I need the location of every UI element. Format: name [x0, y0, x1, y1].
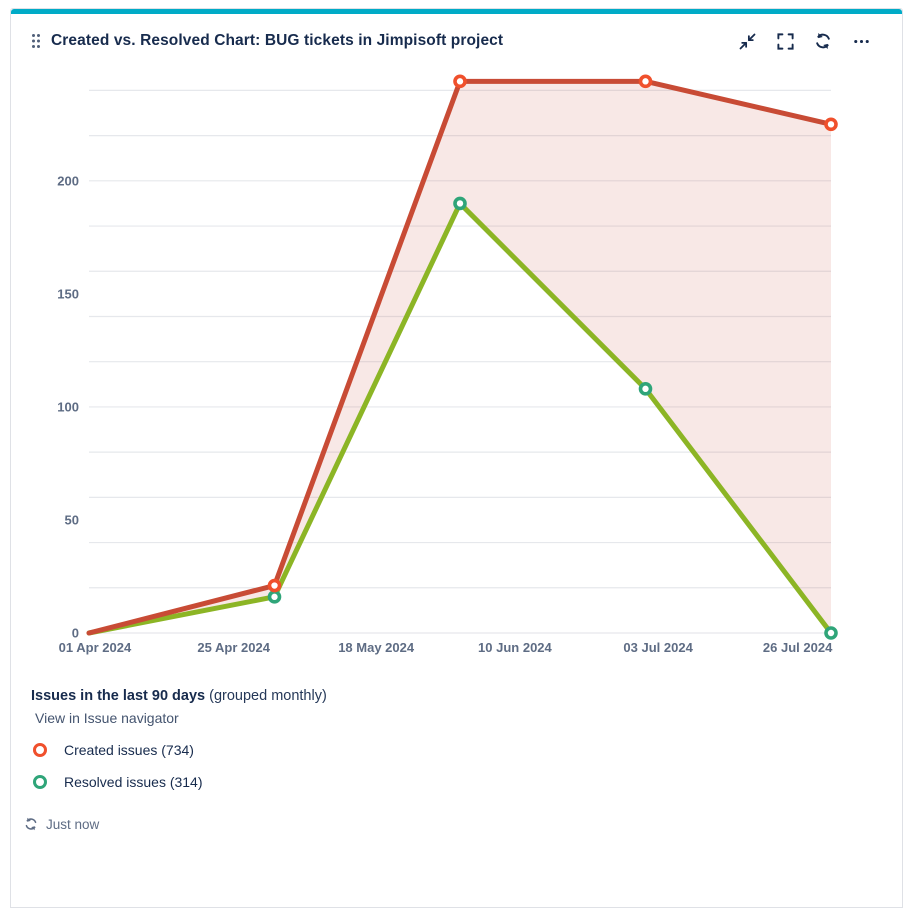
- y-axis-tick-label: 0: [72, 626, 79, 641]
- x-axis-tick-label: 25 Apr 2024: [197, 640, 270, 655]
- y-axis-tick-label: 100: [57, 399, 79, 414]
- x-axis-tick-label: 18 May 2024: [338, 640, 415, 655]
- summary-heading-bold: Issues in the last 90 days: [31, 688, 206, 704]
- view-in-issue-navigator-link[interactable]: View in Issue navigator: [35, 710, 179, 726]
- chart-summary: Issues in the last 90 days (grouped mont…: [11, 674, 902, 832]
- created-vs-resolved-gadget: Created vs. Resolved Chart: BUG tickets …: [10, 8, 903, 908]
- created-resolved-fill-area: [89, 81, 831, 633]
- fullscreen-icon[interactable]: [776, 32, 794, 50]
- data-point-marker[interactable]: [267, 578, 282, 593]
- data-point-marker[interactable]: [824, 117, 838, 132]
- data-point-marker[interactable]: [638, 382, 653, 396]
- legend-label-resolved: Resolved issues (314): [64, 774, 203, 790]
- legend-label-created: Created issues (734): [64, 742, 194, 758]
- resolved-series-marker-icon: [33, 775, 47, 789]
- refresh-icon[interactable]: [814, 32, 832, 50]
- summary-heading-suffix: (grouped monthly): [209, 688, 327, 704]
- summary-heading: Issues in the last 90 days (grouped mont…: [31, 688, 882, 704]
- created-series-marker-icon: [33, 743, 47, 757]
- data-point-marker[interactable]: [453, 196, 467, 211]
- data-point-marker[interactable]: [824, 626, 838, 640]
- x-axis-tick-label: 03 Jul 2024: [623, 640, 693, 655]
- created-vs-resolved-chart[interactable]: 0 50 100 150 200 01 Apr 2024 25 Apr 2024 18 May…: [11, 66, 902, 674]
- y-axis-tick-label: 200: [57, 173, 79, 188]
- header-icon-group: [738, 32, 870, 50]
- more-options-icon[interactable]: [852, 32, 870, 50]
- data-point-marker[interactable]: [638, 74, 653, 89]
- x-axis-tick-label: 26 Jul 2024: [763, 640, 833, 655]
- data-point-marker[interactable]: [453, 74, 467, 89]
- gadget-title: Created vs. Resolved Chart: BUG tickets …: [51, 32, 504, 49]
- gadget-footer: Just now: [11, 806, 882, 832]
- legend-item-created: Created issues (734): [33, 742, 882, 758]
- drag-handle-icon[interactable]: [31, 33, 41, 49]
- y-axis-tick-label: 50: [65, 512, 79, 527]
- y-axis-tick-label: 150: [57, 286, 79, 301]
- gadget-header: Created vs. Resolved Chart: BUG tickets …: [11, 14, 902, 64]
- last-refreshed-text: Just now: [46, 816, 100, 832]
- minimize-icon[interactable]: [738, 32, 756, 50]
- x-axis-tick-label: 10 Jun 2024: [478, 640, 552, 655]
- x-axis-tick-label: 01 Apr 2024: [59, 640, 132, 655]
- gadget-accent-bar: [11, 9, 902, 14]
- chart-legend: Created issues (734) Resolved issues (31…: [31, 742, 882, 790]
- data-point-marker[interactable]: [267, 590, 282, 604]
- footer-refresh-icon[interactable]: [23, 816, 39, 832]
- legend-item-resolved: Resolved issues (314): [33, 774, 882, 790]
